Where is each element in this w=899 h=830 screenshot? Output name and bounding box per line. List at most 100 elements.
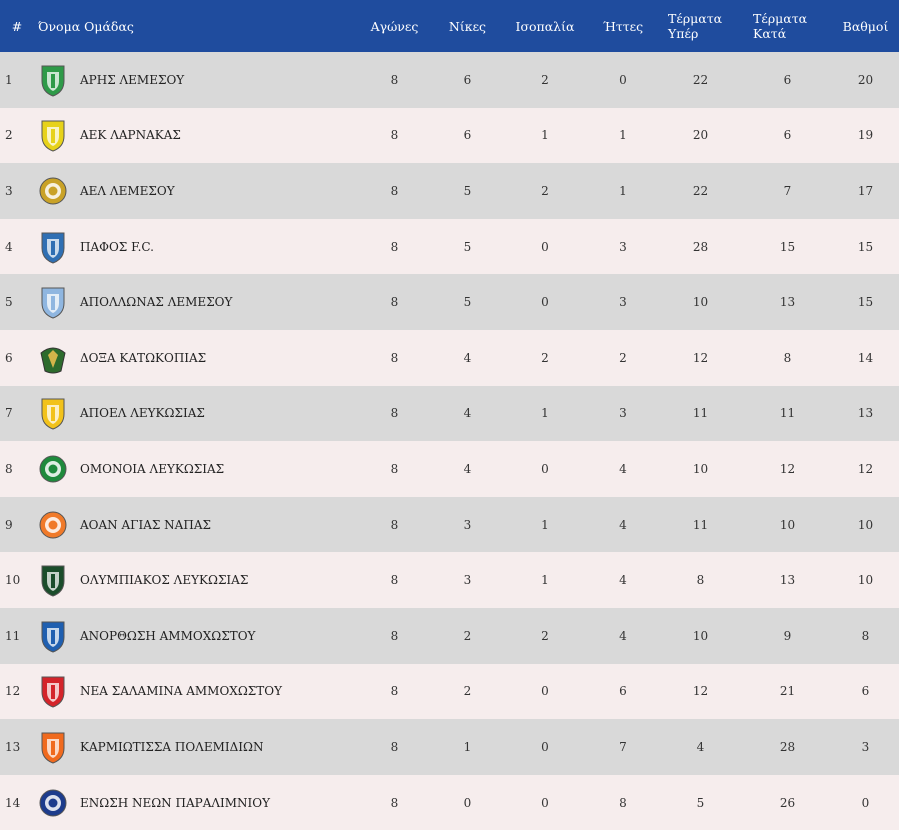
team-cell: ΝΕΑ ΣΑΛΑΜΙΝΑ ΑΜΜΟΧΩΣΤΟΥ: [34, 664, 356, 720]
goals-for-cell: 28: [692, 239, 709, 254]
header-losses: Ήττες: [602, 18, 644, 34]
wins-cell: 3: [463, 517, 472, 532]
wins-cell: 2: [463, 628, 472, 643]
team-name-link[interactable]: ΑΟΑΝ ΑΓΙΑΣ ΝΑΠΑΣ: [80, 517, 211, 532]
team-logo-icon: [38, 174, 68, 208]
goals-against-cell: 11: [779, 406, 796, 421]
team-name-link[interactable]: ΑΕΚ ΛΑΡΝΑΚΑΣ: [80, 128, 181, 143]
table-row: 11 ΑΝΟΡΘΩΣΗ ΑΜΜΟΧΩΣΤΟΥ 8 2 2 4 10 9 8: [0, 607, 899, 664]
played-cell: 8: [390, 183, 399, 198]
table-header-row: # Όνομα Ομάδας Αγώνες Νίκες Ισοπαλία Ήττ…: [0, 0, 899, 52]
losses-cell: 4: [619, 461, 627, 476]
goals-against-cell: 15: [779, 239, 796, 254]
rank-cell: 10: [5, 573, 21, 588]
played-cell: 8: [390, 239, 399, 254]
played-cell: 8: [390, 739, 399, 754]
points-cell: 15: [857, 239, 874, 254]
draws-cell: 2: [541, 628, 549, 643]
wins-cell: 0: [463, 795, 472, 810]
team-name-link[interactable]: ΕΝΩΣΗ ΝΕΩΝ ΠΑΡΑΛΙΜΝΙΟΥ: [80, 795, 271, 810]
team-logo-icon: [38, 285, 68, 319]
table-row: 1 ΑΡΗΣ ΛΕΜΕΣΟΥ 8 6 2 0 22 6 20: [0, 52, 899, 108]
table-row: 14 ΕΝΩΣΗ ΝΕΩΝ ΠΑΡΑΛΙΜΝΙΟΥ 8 0 0 8 5 26 0: [0, 774, 899, 830]
played-cell: 8: [390, 628, 399, 643]
team-name-link[interactable]: ΟΛΥΜΠΙΑΚΟΣ ΛΕΥΚΩΣΙΑΣ: [80, 573, 249, 588]
goals-for-cell: 22: [692, 183, 709, 198]
points-cell: 13: [857, 406, 874, 421]
team-cell: ΑΠΟΕΛ ΛΕΥΚΩΣΙΑΣ: [34, 386, 356, 442]
team-cell: ΠΑΦΟΣ F.C.: [34, 219, 356, 275]
rank-cell: 11: [5, 628, 21, 643]
table-row: 10 ΟΛΥΜΠΙΑΚΟΣ ΛΕΥΚΩΣΙΑΣ 8 3 1 4 8 13 10: [0, 552, 899, 608]
goals-against-cell: 9: [783, 628, 792, 643]
played-cell: 8: [390, 517, 399, 532]
team-name-link[interactable]: ΠΑΦΟΣ F.C.: [80, 239, 154, 254]
points-cell: 19: [857, 128, 874, 143]
points-cell: 3: [861, 739, 870, 754]
team-name-link[interactable]: ΟΜΟΝΟΙΑ ΛΕΥΚΩΣΙΑΣ: [80, 461, 225, 476]
wins-cell: 4: [463, 406, 472, 421]
draws-cell: 1: [541, 128, 549, 143]
draws-cell: 1: [541, 406, 549, 421]
team-logo-icon: [38, 619, 68, 653]
team-name-link[interactable]: ΚΑΡΜΙΩΤΙΣΣΑ ΠΟΛΕΜΙΔΙΩΝ: [80, 739, 264, 754]
table-row: 12 ΝΕΑ ΣΑΛΑΜΙΝΑ ΑΜΜΟΧΩΣΤΟΥ 8 2 0 6 12 21 6: [0, 663, 899, 720]
header-draws: Ισοπαλία: [515, 18, 575, 34]
team-logo-icon: [38, 452, 68, 486]
table-row: 13 ΚΑΡΜΙΩΤΙΣΣΑ ΠΟΛΕΜΙΔΙΩΝ 8 1 0 7 4 28 3: [0, 719, 899, 775]
wins-cell: 1: [463, 739, 472, 754]
wins-cell: 5: [463, 239, 472, 254]
team-logo-icon: [38, 508, 68, 542]
draws-cell: 2: [541, 183, 549, 198]
goals-for-cell: 12: [692, 684, 709, 699]
header-goals-against: Τέρματα Κατά: [753, 11, 808, 41]
points-cell: 8: [861, 628, 870, 643]
goals-for-cell: 10: [692, 628, 709, 643]
team-name-link[interactable]: ΑΝΟΡΘΩΣΗ ΑΜΜΟΧΩΣΤΟΥ: [80, 628, 256, 643]
team-cell: ΟΜΟΝΟΙΑ ΛΕΥΚΩΣΙΑΣ: [34, 441, 356, 497]
goals-against-cell: 10: [779, 517, 796, 532]
team-name-link[interactable]: ΑΠΟΛΛΩΝΑΣ ΛΕΜΕΣΟΥ: [80, 295, 233, 310]
goals-against-cell: 13: [779, 295, 796, 310]
rank-cell: 13: [5, 739, 21, 754]
team-name-link[interactable]: ΔΟΞΑ ΚΑΤΩΚΟΠΙΑΣ: [80, 350, 207, 365]
losses-cell: 4: [619, 517, 627, 532]
goals-for-cell: 10: [692, 295, 709, 310]
rank-cell: 3: [5, 183, 13, 198]
losses-cell: 1: [619, 128, 627, 143]
draws-cell: 1: [541, 573, 549, 588]
goals-for-cell: 4: [696, 739, 705, 754]
team-name-link[interactable]: ΑΕΛ ΛΕΜΕΣΟΥ: [80, 183, 175, 198]
draws-cell: 0: [541, 739, 549, 754]
points-cell: 12: [857, 461, 874, 476]
team-logo-icon: [38, 786, 68, 820]
draws-cell: 0: [541, 295, 549, 310]
points-cell: 17: [857, 183, 874, 198]
losses-cell: 4: [619, 628, 627, 643]
goals-for-cell: 22: [692, 72, 709, 87]
played-cell: 8: [390, 350, 399, 365]
rank-cell: 14: [5, 795, 21, 810]
draws-cell: 0: [541, 684, 549, 699]
wins-cell: 3: [463, 573, 472, 588]
goals-for-cell: 20: [692, 128, 709, 143]
played-cell: 8: [390, 795, 399, 810]
losses-cell: 7: [619, 739, 627, 754]
table-row: 7 ΑΠΟΕΛ ΛΕΥΚΩΣΙΑΣ 8 4 1 3 11 11 13: [0, 385, 899, 442]
rank-cell: 8: [5, 461, 13, 476]
wins-cell: 6: [463, 128, 472, 143]
goals-against-cell: 13: [779, 573, 796, 588]
team-name-link[interactable]: ΑΡΗΣ ΛΕΜΕΣΟΥ: [80, 72, 185, 87]
team-name-link[interactable]: ΑΠΟΕΛ ΛΕΥΚΩΣΙΑΣ: [80, 406, 205, 421]
team-cell: ΕΝΩΣΗ ΝΕΩΝ ΠΑΡΑΛΙΜΝΙΟΥ: [34, 775, 356, 830]
losses-cell: 1: [619, 183, 627, 198]
losses-cell: 8: [619, 795, 627, 810]
losses-cell: 3: [619, 406, 627, 421]
header-goals-for: Τέρματα Υπέρ: [668, 11, 723, 41]
header-played: Αγώνες: [370, 18, 419, 34]
goals-for-cell: 8: [696, 573, 705, 588]
wins-cell: 5: [463, 295, 472, 310]
team-name-link[interactable]: ΝΕΑ ΣΑΛΑΜΙΝΑ ΑΜΜΟΧΩΣΤΟΥ: [80, 684, 283, 699]
team-logo-icon: [38, 118, 68, 152]
table-row: 3 ΑΕΛ ΛΕΜΕΣΟΥ 8 5 2 1 22 7 17: [0, 163, 899, 219]
